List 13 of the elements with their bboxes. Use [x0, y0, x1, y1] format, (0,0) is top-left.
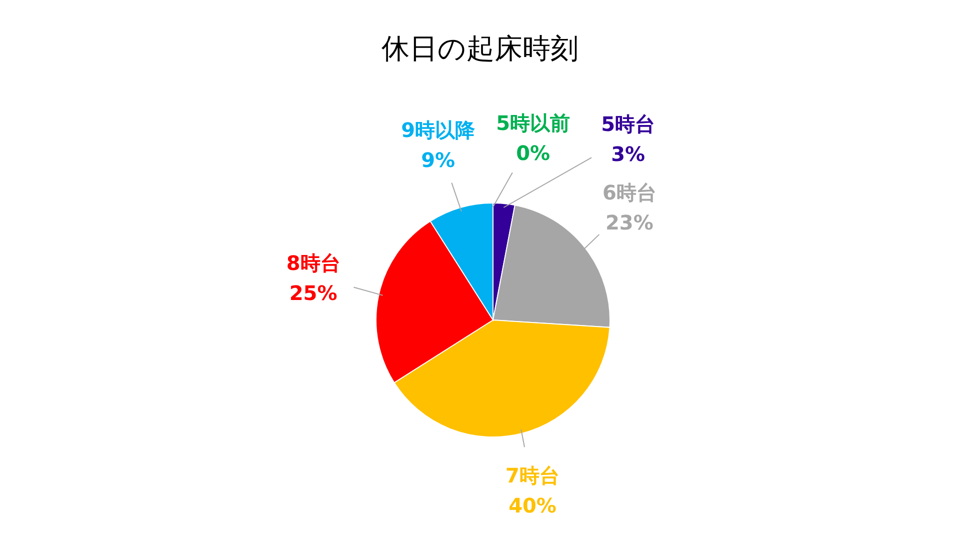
data-label: 23% [606, 210, 654, 234]
text: 0% [516, 141, 550, 165]
slice-label: 6時台 [602, 180, 656, 204]
category-label: 5時以前 [496, 111, 570, 135]
slice-label: 5時台 [601, 112, 656, 136]
data-label: 25% [289, 280, 338, 305]
data-label: 3% [611, 142, 646, 166]
slice-label: 8時台 [286, 250, 340, 275]
data-label: 9% [421, 148, 456, 172]
slice-label: 9時以降 [401, 118, 476, 142]
data-label: 40% [508, 493, 556, 518]
chart-title: 休日の起床時刻 [380, 31, 580, 67]
slice-label: 7時台 [506, 463, 560, 488]
